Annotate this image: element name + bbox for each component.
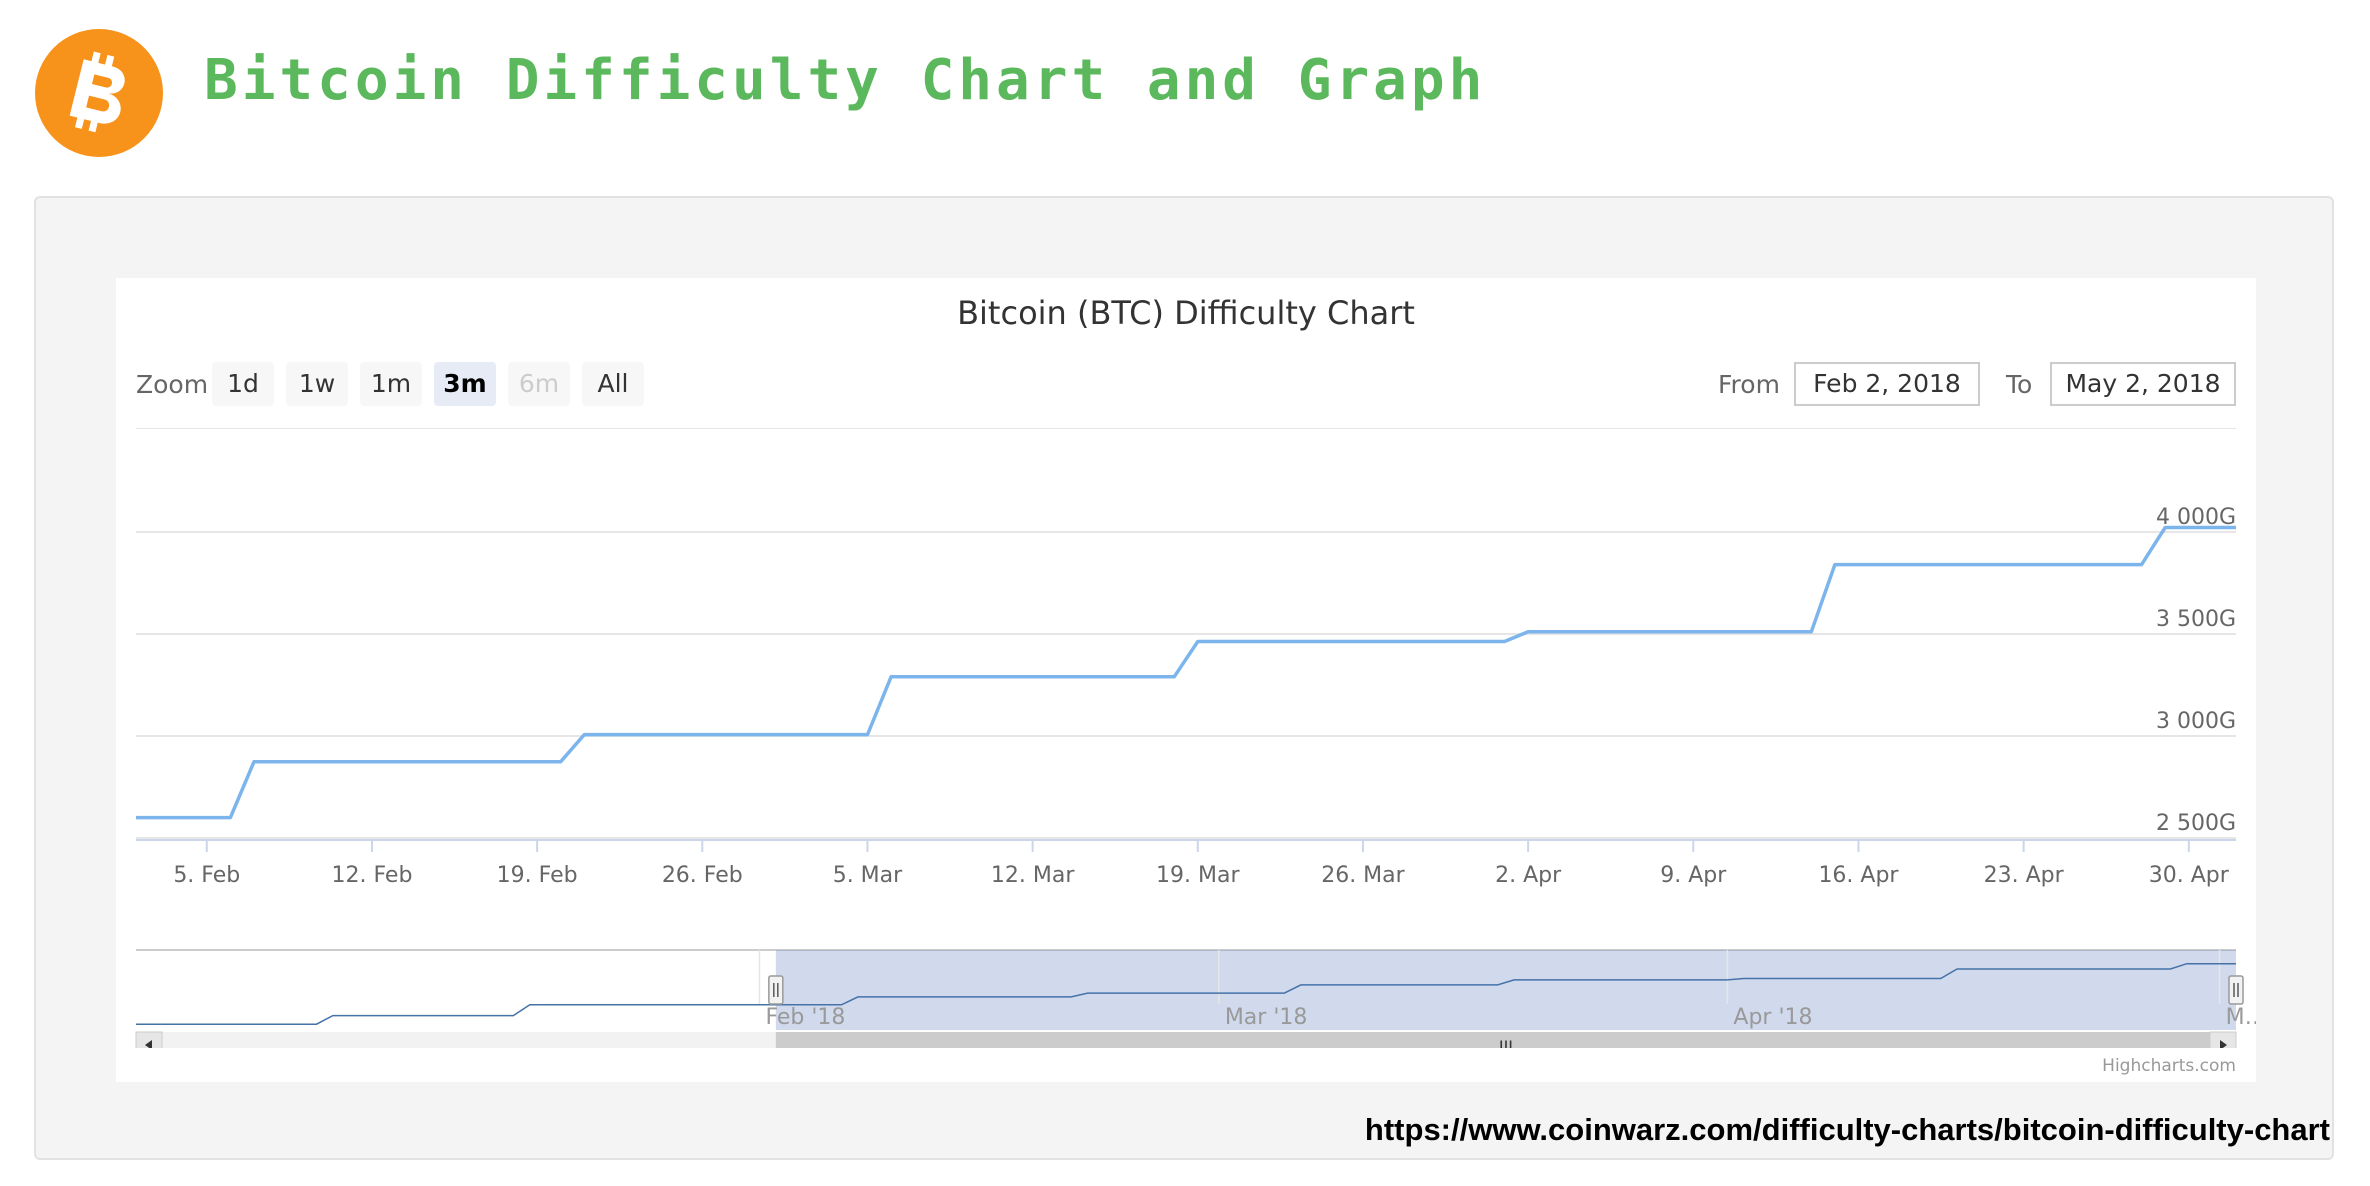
x-tick-label: 26. Mar [1321, 863, 1405, 888]
navigator-right-handle[interactable] [2228, 975, 2244, 1005]
scrollbar-left-button[interactable] [135, 1031, 163, 1048]
zoom-3m-button[interactable]: 3m [434, 362, 496, 406]
difficulty-series-line[interactable] [136, 525, 2236, 820]
x-tick-label: 19. Feb [497, 863, 578, 888]
source-url: https://www.coinwarz.com/difficulty-char… [1364, 1112, 2330, 1147]
x-tick-label: 23. Apr [1984, 863, 2065, 888]
to-label: To [2006, 370, 2033, 399]
bitcoin-logo-icon [35, 29, 163, 157]
x-tick-label: 5. Feb [173, 863, 240, 888]
x-tick-label: 19. Mar [1156, 863, 1240, 888]
x-tick-label: 2. Apr [1495, 863, 1562, 888]
navigator-label: M… [2226, 1005, 2256, 1030]
zoom-1w-button[interactable]: 1w [286, 362, 348, 406]
navigator-left-handle[interactable] [768, 975, 784, 1005]
x-tick-label: 26. Feb [662, 863, 743, 888]
zoom-1m-button[interactable]: 1m [360, 362, 422, 406]
zoom-6m-button: 6m [508, 362, 570, 406]
y-tick-label: 2 500G [2156, 811, 2236, 836]
x-tick-label: 12. Mar [991, 863, 1075, 888]
x-tick-label: 16. Apr [1818, 863, 1899, 888]
navigator-label: Mar '18 [1225, 1005, 1308, 1030]
scrollbar-thumb[interactable] [775, 1032, 2236, 1048]
zoom-1d-button[interactable]: 1d [212, 362, 274, 406]
to-date-input[interactable]: May 2, 2018 [2050, 362, 2236, 406]
x-tick-label: 5. Mar [833, 863, 903, 888]
bitcoin-logo-glyph [69, 51, 125, 133]
chevron-right-icon [2220, 1040, 2227, 1048]
navigator-series-line [136, 962, 2236, 1025]
x-tick-label: 30. Apr [2149, 863, 2230, 888]
y-tick-label: 3 500G [2156, 607, 2236, 632]
navigator-label: Apr '18 [1733, 1005, 1812, 1030]
zoom-label: Zoom [136, 370, 209, 399]
from-date-input[interactable]: Feb 2, 2018 [1794, 362, 1980, 406]
from-label: From [1718, 370, 1780, 399]
x-tick-label: 9. Apr [1660, 863, 1727, 888]
scrollbar-grip: III [1499, 1037, 1513, 1048]
zoom-all-button[interactable]: All [582, 362, 644, 406]
scrollbar-right-button[interactable] [2209, 1031, 2237, 1048]
page-title: Bitcoin Difficulty Chart and Graph [204, 48, 1487, 113]
navigator-selected-range[interactable] [775, 950, 2236, 1030]
navigator-label: Feb '18 [765, 1005, 845, 1030]
x-tick-label: 12. Feb [331, 863, 412, 888]
highcharts-credits[interactable]: Highcharts.com [2102, 1056, 2236, 1076]
chart-title: Bitcoin (BTC) Difficulty Chart [957, 294, 1415, 332]
chevron-left-icon [145, 1040, 152, 1048]
y-tick-label: 3 000G [2156, 709, 2236, 734]
highcharts-container: Bitcoin (BTC) Difficulty Chart Zoom 1d 1… [116, 278, 2256, 1082]
